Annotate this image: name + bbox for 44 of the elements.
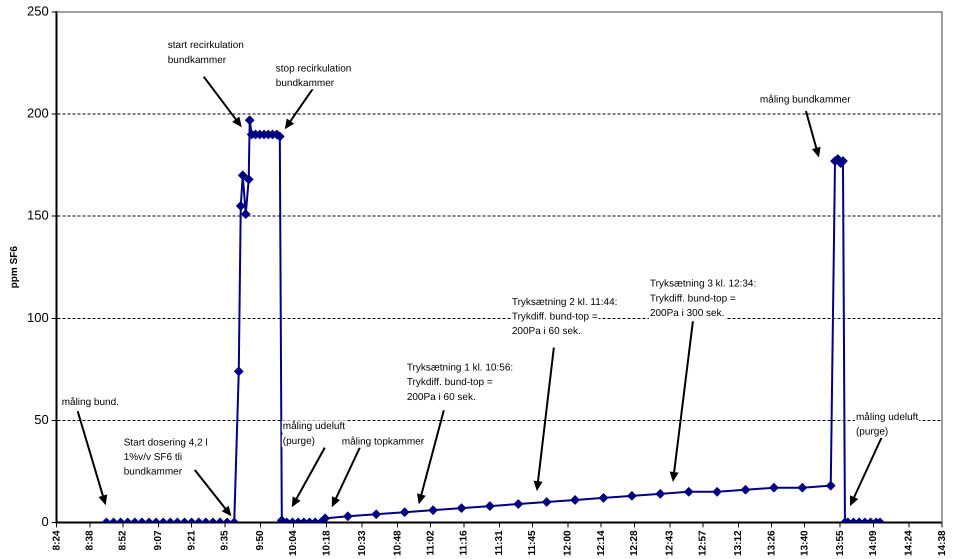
annotation: måling udeluft (purge) bbox=[856, 411, 918, 438]
x-tick-label: 11:31 bbox=[494, 530, 506, 556]
annotation: Tryksætning 1 kl. 10:56: Trykdiff. bund-top = 200Pa i 60 sek. bbox=[406, 362, 514, 403]
annotation: Tryksætning 2 kl. 11:44: Trykdiff. bund-top = 200Pa i 60 sek. bbox=[512, 296, 618, 338]
x-tick-label: 8:38 bbox=[84, 530, 96, 550]
annotation: start recirkulation bundkammer bbox=[168, 40, 244, 66]
x-tick-label: 12:43 bbox=[664, 530, 676, 556]
x-tick-label: 10:48 bbox=[392, 530, 404, 556]
x-tick-label: 12:00 bbox=[562, 530, 574, 556]
y-tick-label: 150 bbox=[26, 208, 49, 223]
annotation: Tryksætning 3 kl. 12:34: Trykdiff. bund-top = 200Pa i 300 sek. bbox=[650, 278, 756, 319]
x-tick-label: 10:18 bbox=[321, 530, 332, 556]
y-axis-title: ppm SF6 bbox=[8, 246, 20, 288]
y-tick-label: 100 bbox=[26, 310, 49, 325]
x-tick-label: 8:24 bbox=[51, 530, 62, 550]
x-tick-label: 14:09 bbox=[868, 530, 880, 556]
x-tick-label: 9:35 bbox=[220, 530, 231, 550]
x-tick-label: 10:04 bbox=[288, 530, 300, 556]
x-tick-label: 13:26 bbox=[766, 530, 778, 556]
x-tick-label: 12:28 bbox=[629, 530, 640, 556]
y-tick-label: 200 bbox=[26, 106, 49, 121]
x-tick-label: 8:52 bbox=[118, 530, 129, 550]
x-tick-label: 14:24 bbox=[904, 530, 915, 556]
x-tick-label: 11:16 bbox=[458, 530, 470, 556]
annotation: Start dosering 4,2 l 1%v/v SF6 tli bundkammer bbox=[124, 437, 208, 478]
x-tick-label: 13:40 bbox=[799, 530, 810, 556]
annotation: stop recirkulation bundkammer bbox=[276, 63, 352, 90]
y-tick-label: 0 bbox=[41, 514, 49, 529]
annotation: måling topkammer bbox=[342, 435, 425, 448]
x-tick-label: 11:02 bbox=[425, 530, 436, 556]
x-tick-label: 11:45 bbox=[527, 530, 538, 556]
x-tick-label: 9:07 bbox=[153, 530, 164, 550]
x-tick-label: 12:57 bbox=[698, 530, 709, 556]
x-tick-label: 9:21 bbox=[186, 530, 198, 550]
x-tick-label: 13:55 bbox=[834, 530, 846, 556]
y-tick-label: 50 bbox=[34, 412, 49, 427]
x-tick-label: 12:14 bbox=[596, 530, 607, 556]
x-tick-label: 13:12 bbox=[733, 530, 744, 556]
x-tick-label: 10:33 bbox=[356, 530, 368, 556]
annotation: måling bund. bbox=[62, 396, 119, 408]
x-tick-label: 9:50 bbox=[255, 530, 266, 550]
x-tick-label: 14:38 bbox=[936, 530, 948, 556]
y-tick-label: 250 bbox=[26, 4, 49, 19]
annotation: måling bundkammer bbox=[760, 94, 852, 106]
